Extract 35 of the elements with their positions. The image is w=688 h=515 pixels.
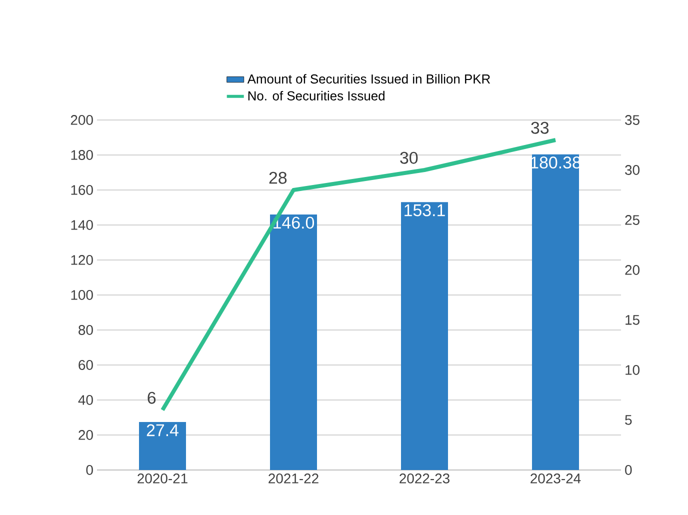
y-tick-label: 120 <box>71 255 93 265</box>
y-tick-label: 160 <box>71 185 93 195</box>
bar <box>270 214 317 470</box>
y-tick-label: 140 <box>71 220 93 230</box>
y-tick-label: 40 <box>78 395 93 405</box>
y2-tick-label: 25 <box>625 215 640 225</box>
y-tick-label: 0 <box>86 465 93 475</box>
y-tick-label: 80 <box>78 325 93 335</box>
y-tick-label: 20 <box>78 430 93 440</box>
y2-tick-label: 15 <box>626 315 640 325</box>
y2-tick-label: 5 <box>625 415 632 425</box>
x-tick-label: 2023-24 <box>530 474 581 484</box>
y2-tick-label: 30 <box>625 165 640 175</box>
data-label: 27.4 <box>146 424 178 436</box>
bar <box>139 422 186 470</box>
y2-tick-label: 35 <box>625 115 640 125</box>
x-tick-label: 2021-22 <box>268 474 318 484</box>
y2-tick-label: 10 <box>626 365 640 375</box>
x-tick-label: 2020-21 <box>138 474 188 484</box>
legend-label: Amount of Securities Issued in Billion PKR <box>247 74 490 84</box>
y-tick-label: 60 <box>78 360 93 370</box>
data-label: 153.1 <box>404 204 445 216</box>
bar <box>401 202 448 470</box>
data-label: 28 <box>269 172 287 184</box>
bar <box>532 154 580 470</box>
y2-tick-label: 20 <box>625 265 640 275</box>
legend-label: No. of Securities Issued <box>248 90 384 100</box>
data-label: 6 <box>148 392 156 404</box>
data-label: 33 <box>531 122 549 134</box>
data-label: 30 <box>400 152 418 164</box>
x-tick-label: 2022-23 <box>400 474 450 484</box>
y-tick-label: 200 <box>70 115 93 125</box>
y2-tick-label: 0 <box>625 465 632 475</box>
y-tick-label: 100 <box>71 290 93 300</box>
y-tick-label: 180 <box>71 150 93 160</box>
